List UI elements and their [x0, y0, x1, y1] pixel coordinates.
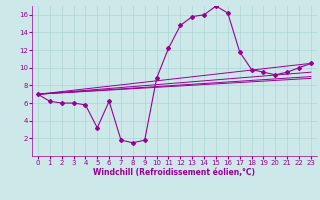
X-axis label: Windchill (Refroidissement éolien,°C): Windchill (Refroidissement éolien,°C): [93, 168, 255, 177]
